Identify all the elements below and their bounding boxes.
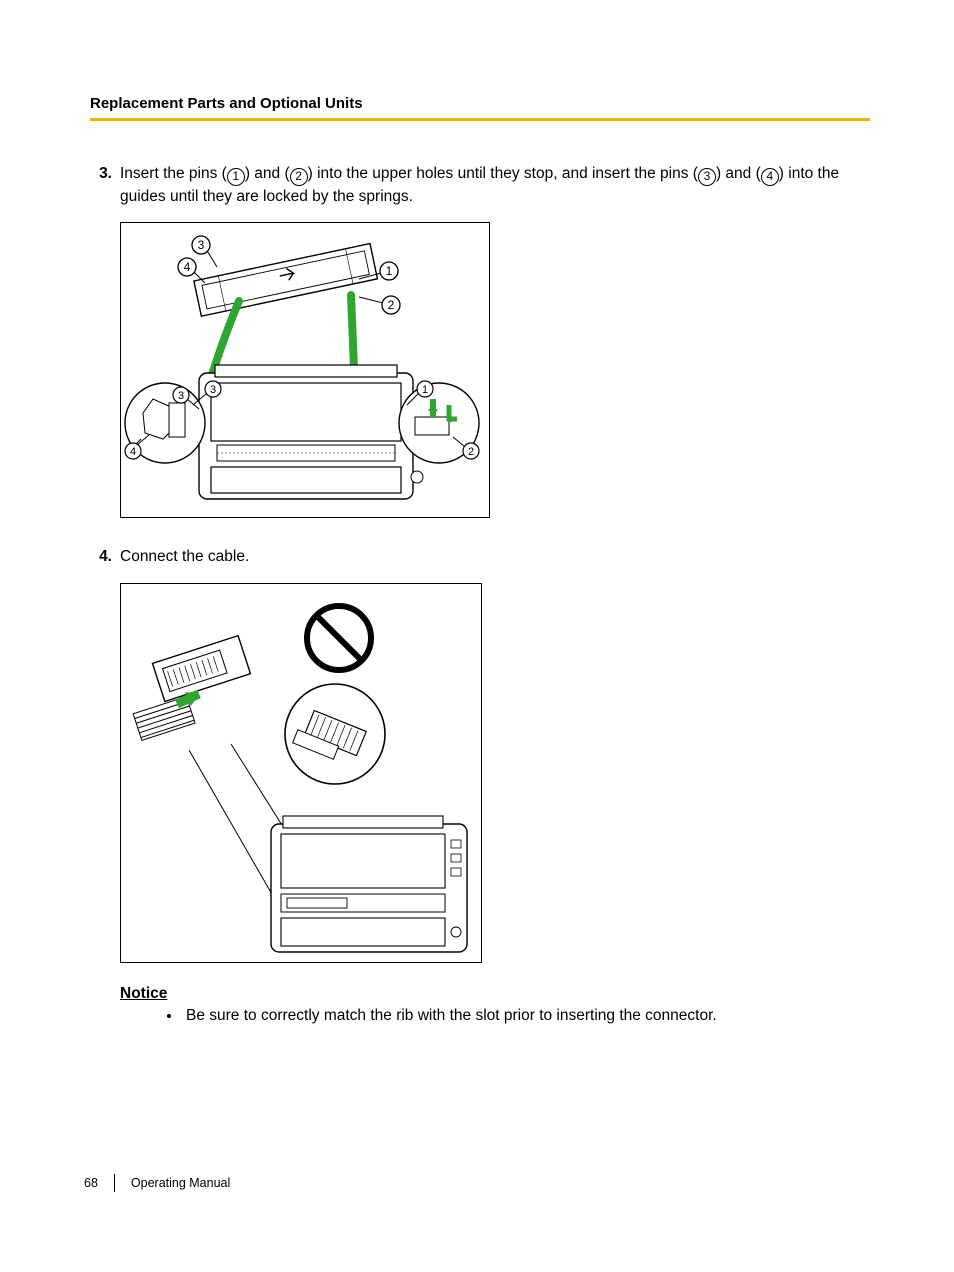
footer-page-number: 68: [84, 1174, 115, 1192]
section-header: Replacement Parts and Optional Units: [90, 95, 870, 121]
svg-text:1: 1: [386, 264, 393, 278]
svg-text:3: 3: [178, 390, 184, 402]
prohibition-icon: [307, 606, 371, 670]
step-4-number: 4.: [90, 546, 120, 962]
svg-text:1: 1: [422, 384, 428, 396]
callout-2-inline: 2: [290, 168, 308, 186]
figure-2-svg: [121, 584, 483, 964]
svg-text:4: 4: [184, 260, 191, 274]
notice-item: Be sure to correctly match the rib with …: [182, 1007, 870, 1025]
footer-doc-title: Operating Manual: [115, 1176, 230, 1190]
svg-text:3: 3: [210, 384, 216, 396]
step-3: 3. Insert the pins (1) and (2) into the …: [90, 163, 870, 518]
svg-text:2: 2: [468, 446, 474, 458]
step-3-body: Insert the pins (1) and (2) into the upp…: [120, 163, 870, 518]
figure-1-svg: 3 4 1 2: [121, 223, 491, 519]
callout-4-inline: 4: [761, 168, 779, 186]
svg-text:3: 3: [198, 238, 205, 252]
step-3-text: Insert the pins (1) and (2) into the upp…: [120, 165, 839, 205]
svg-text:2: 2: [388, 298, 395, 312]
figure-2: [120, 583, 482, 963]
step-4-text: Connect the cable.: [120, 548, 249, 565]
notice-block: Notice Be sure to correctly match the ri…: [120, 985, 870, 1025]
page-footer: 68 Operating Manual: [84, 1174, 230, 1192]
callout-3-inline: 3: [698, 168, 716, 186]
notice-title: Notice: [120, 985, 870, 1003]
figure-1: 3 4 1 2: [120, 222, 490, 518]
notice-list: Be sure to correctly match the rib with …: [120, 1007, 870, 1025]
step-4-body: Connect the cable.: [120, 546, 870, 962]
step-4: 4. Connect the cable.: [90, 546, 870, 962]
step-3-number: 3.: [90, 163, 120, 518]
svg-text:4: 4: [130, 446, 136, 458]
callout-1-inline: 1: [227, 168, 245, 186]
fig1-printer: [199, 365, 423, 499]
fig2-printer: [271, 816, 467, 952]
